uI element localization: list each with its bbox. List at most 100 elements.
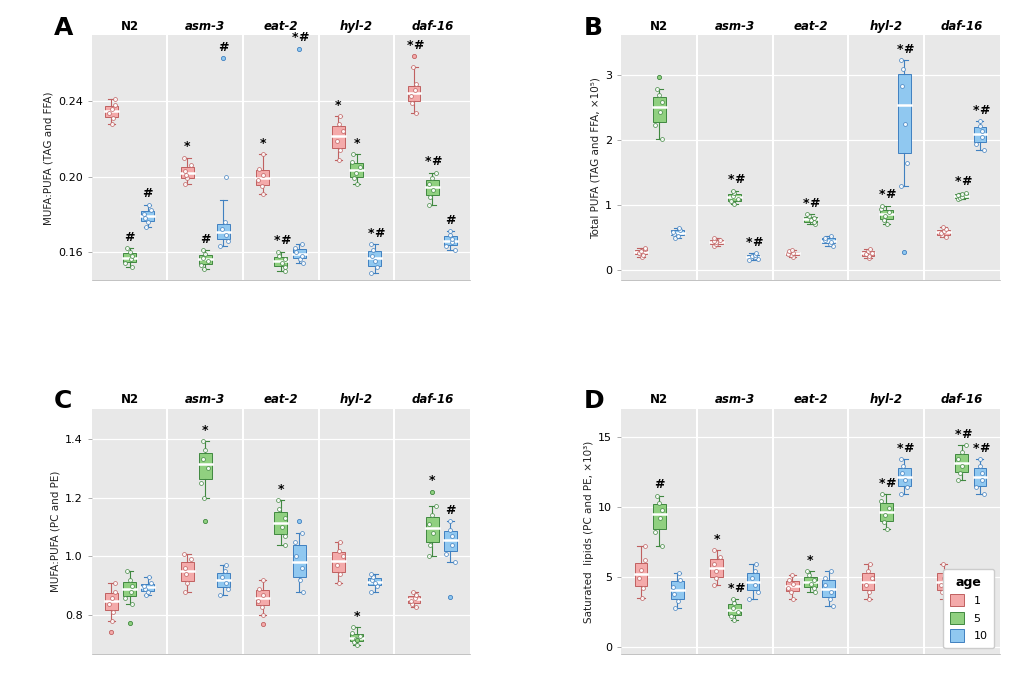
Bar [443,531,457,552]
Text: *: * [353,609,360,623]
Text: N2: N2 [120,20,139,33]
Text: *: * [407,39,413,52]
Text: *: * [954,175,960,188]
Bar [936,229,949,235]
Text: *: * [802,197,809,210]
Bar [955,194,967,197]
Bar [955,454,967,472]
Text: *: * [877,477,884,490]
Text: *: * [745,236,751,249]
Text: *: * [712,533,719,546]
Bar [292,545,306,577]
Bar [217,223,229,239]
Y-axis label: Total PUFA (TAG and FFA, ×10⁵): Total PUFA (TAG and FFA, ×10⁵) [590,77,600,239]
Text: #: # [978,104,988,116]
Text: daf-16: daf-16 [411,20,452,33]
Text: *: * [429,474,435,487]
Bar [123,582,136,597]
Text: *: * [877,189,884,202]
Text: #: # [298,31,308,44]
Bar [861,251,873,255]
Text: #: # [902,43,913,56]
Bar [105,106,118,117]
Text: *: * [971,104,978,116]
Bar [443,236,457,245]
Text: D: D [583,389,603,413]
Bar [652,97,665,122]
Bar [368,578,381,585]
Text: *: * [727,582,734,595]
Text: *: * [971,442,978,455]
Text: A: A [54,16,73,39]
Bar [408,595,420,603]
Text: N2: N2 [120,394,139,407]
Text: asm-3: asm-3 [185,394,225,407]
Bar [972,468,985,486]
Bar [274,511,287,534]
Text: #: # [279,234,290,247]
Text: #: # [978,442,988,455]
Bar [217,573,229,588]
Text: *: * [424,155,431,168]
Bar [728,194,741,200]
Bar [634,250,647,254]
Y-axis label: MUFA:PUFA (TAG and FFA): MUFA:PUFA (TAG and FFA) [44,91,54,225]
Text: #: # [444,504,455,517]
Bar [199,255,212,264]
Text: #: # [960,175,970,188]
Text: #: # [653,478,663,492]
Text: *: * [727,174,734,187]
Text: *: * [367,227,373,240]
Text: hyl-2: hyl-2 [869,20,902,33]
Y-axis label: Saturated  lipids (PC and PE, ×10³): Saturated lipids (PC and PE, ×10³) [584,441,594,622]
Bar [878,503,892,520]
Text: #: # [751,236,761,249]
Text: *: * [353,137,360,150]
Text: hyl-2: hyl-2 [339,394,373,407]
Bar [180,167,194,178]
Bar [746,255,759,258]
Text: daf-16: daf-16 [940,20,982,33]
Bar [785,252,798,255]
Bar [180,562,194,581]
Text: *: * [335,99,341,112]
Bar [256,590,269,605]
Text: *: * [954,428,960,441]
Text: *: * [896,43,903,56]
Legend: 1, 5, 10: 1, 5, 10 [943,569,994,648]
Text: #: # [809,197,819,210]
Text: #: # [143,187,153,200]
Bar [803,577,816,587]
Bar [728,605,741,615]
Text: #: # [884,189,895,202]
Bar [821,580,835,597]
Text: #: # [124,231,135,244]
Bar [803,217,816,221]
Text: *: * [183,140,191,153]
Bar [936,573,949,590]
Text: *: * [291,31,298,44]
Text: #: # [444,214,455,227]
Text: asm-3: asm-3 [714,20,754,33]
Text: eat-2: eat-2 [264,20,298,33]
Text: C: C [54,389,72,413]
Bar [746,573,759,590]
Text: N2: N2 [649,394,667,407]
Text: hyl-2: hyl-2 [339,20,373,33]
Text: N2: N2 [649,20,667,33]
Y-axis label: MUFA:PUFA (PC and PE): MUFA:PUFA (PC and PE) [51,471,61,592]
Bar [331,552,344,572]
Bar [274,257,287,266]
Text: asm-3: asm-3 [714,394,754,407]
Bar [123,253,136,262]
Text: daf-16: daf-16 [940,394,982,407]
Bar [785,581,798,591]
Text: #: # [218,41,228,54]
Bar [331,126,344,148]
Text: eat-2: eat-2 [793,20,826,33]
Bar [861,573,873,590]
Bar [292,249,306,259]
Bar [671,230,683,235]
Text: #: # [413,39,423,52]
Text: eat-2: eat-2 [264,394,298,407]
